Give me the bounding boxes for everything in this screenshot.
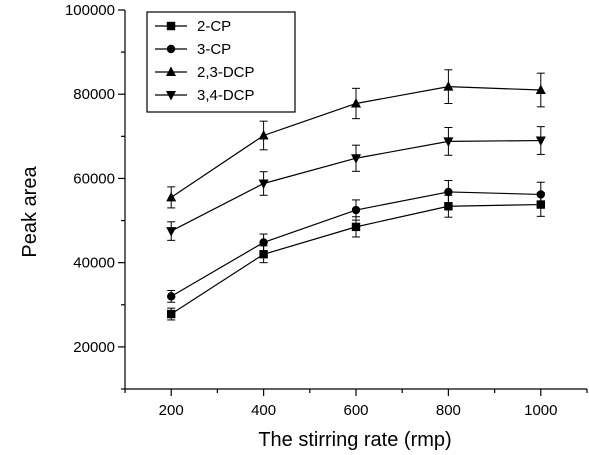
series-3-CP — [167, 180, 545, 303]
data-point — [535, 136, 546, 147]
x-tick-label: 400 — [251, 402, 276, 419]
x-axis-title: The stirring rate (rmp) — [258, 429, 451, 451]
y-tick-label: 40000 — [73, 255, 115, 272]
data-point — [536, 190, 545, 199]
data-point — [351, 222, 361, 232]
y-tick-label: 80000 — [73, 86, 115, 103]
legend-marker — [166, 91, 176, 101]
legend-marker — [166, 44, 176, 54]
data-point — [166, 227, 177, 237]
legend-label: 2-CP — [197, 18, 231, 35]
data-point — [535, 84, 546, 95]
data-point — [443, 137, 454, 147]
data-point — [166, 191, 177, 202]
legend: 2-CP 3-CP 2,3-DCP 3,4-DCP — [146, 11, 296, 113]
y-axis-title: Peak area — [19, 166, 41, 258]
legend-label: 3-CP — [197, 41, 231, 58]
data-point — [444, 187, 453, 197]
axes: 200 400 600 800 1000 20000 40000 60000 80000 1000… — [65, 2, 588, 419]
x-tick-label: 800 — [436, 402, 461, 419]
x-tick-label: 200 — [159, 402, 184, 419]
data-point — [351, 205, 361, 215]
x-tick-label: 1000 — [524, 402, 557, 419]
legend-marker — [166, 21, 176, 31]
data-point — [258, 129, 269, 140]
y-tick-label: 20000 — [73, 339, 115, 356]
data-point — [444, 202, 453, 211]
data-point — [259, 250, 268, 259]
data-point — [351, 97, 361, 108]
legend-item: 2,3-DCP — [155, 64, 255, 81]
data-point — [259, 238, 268, 247]
data-point — [443, 81, 454, 91]
data-point — [351, 154, 361, 164]
series-3,4-DCP — [166, 126, 546, 241]
series-2,3-DCP — [166, 69, 546, 209]
legend-item: 2-CP — [155, 18, 231, 35]
plot-area — [166, 69, 546, 321]
legend-label: 2,3-DCP — [197, 64, 255, 81]
y-tick-label: 60000 — [73, 170, 115, 187]
legend-item: 3,4-DCP — [155, 87, 255, 104]
data-point — [167, 309, 176, 319]
data-point — [258, 179, 269, 189]
legend-item: 3-CP — [155, 41, 231, 58]
y-tick-label: 100000 — [65, 2, 115, 19]
x-tick-label: 600 — [343, 402, 368, 419]
legend-marker — [166, 66, 176, 76]
data-point — [167, 292, 176, 301]
legend-label: 3,4-DCP — [197, 87, 255, 104]
